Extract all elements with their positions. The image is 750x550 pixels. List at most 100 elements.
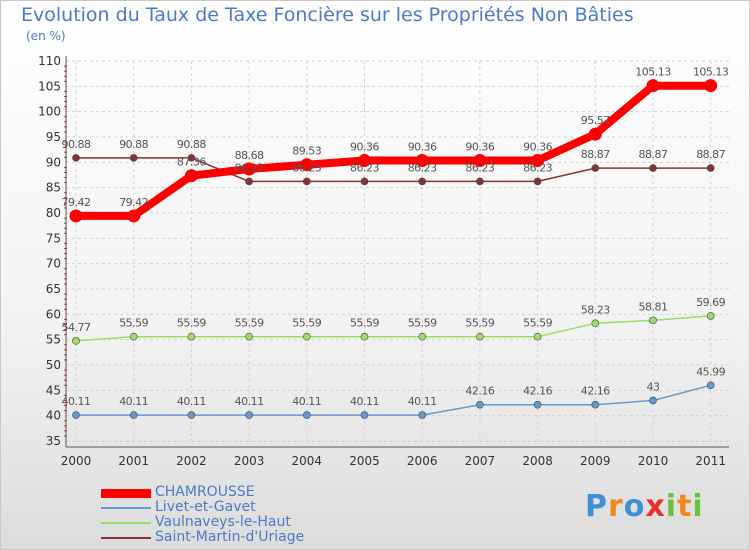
x-tick-label: 2005 xyxy=(349,454,380,468)
x-tick-label: 2009 xyxy=(580,454,611,468)
x-tick-label: 2003 xyxy=(234,454,265,468)
series-line xyxy=(76,81,711,220)
y-tick-label: 105 xyxy=(38,79,61,93)
legend-label: Vaulnaveys-le-Haut xyxy=(155,514,291,530)
logo-letter: t xyxy=(677,489,693,524)
data-label: 105.13 xyxy=(635,66,671,79)
data-label: 40.11 xyxy=(292,395,321,408)
y-tick-label: 100 xyxy=(38,105,61,119)
series-points xyxy=(69,79,718,419)
data-labels: 54.77 55.59 55.59 55.59 55.59 55.59 55.59 55.59… xyxy=(62,66,730,408)
data-point xyxy=(129,411,138,419)
logo-letter: x xyxy=(645,489,666,524)
x-tick-label: 2004 xyxy=(292,454,323,468)
data-label: 40.11 xyxy=(62,395,91,408)
data-point xyxy=(245,332,253,341)
series-lines xyxy=(75,81,711,416)
data-label: 55.59 xyxy=(465,317,494,330)
data-label: 40.11 xyxy=(119,395,148,408)
y-tick-labels: 35 40 45 50 55 60 65 70 75 80 85 90 95 100 105 110 xyxy=(38,54,61,448)
y-tick-label: 75 xyxy=(46,231,61,245)
y-tick-label: 90 xyxy=(46,155,61,169)
data-point xyxy=(72,411,80,419)
data-point xyxy=(300,158,314,172)
legend-swatch xyxy=(101,522,151,524)
data-label: 55.59 xyxy=(523,317,552,330)
data-point xyxy=(184,169,198,183)
data-label: 89.53 xyxy=(292,145,321,158)
data-point xyxy=(187,154,196,162)
y-tick-label: 40 xyxy=(46,409,61,423)
data-label: 90.36 xyxy=(350,141,379,154)
y-tick-label: 110 xyxy=(38,54,61,68)
data-label: 88.87 xyxy=(696,148,725,161)
data-point xyxy=(187,332,196,341)
data-label: 59.69 xyxy=(696,296,725,309)
logo-letter: r xyxy=(608,489,624,524)
data-point xyxy=(706,381,715,390)
data-point xyxy=(242,162,256,176)
data-label: 45.99 xyxy=(696,365,725,378)
data-point xyxy=(245,411,253,419)
legend-swatch xyxy=(101,537,151,539)
data-point xyxy=(533,400,542,409)
data-point xyxy=(69,209,83,223)
data-point xyxy=(704,79,718,93)
line-chart: 2000 2001 2002 2003 2004 2005 2006 2007 2008 2009… xyxy=(38,54,730,468)
legend-label: Saint-Martin-d'Uriage xyxy=(155,529,305,545)
data-point xyxy=(649,316,657,325)
data-point xyxy=(302,332,311,341)
legend-item: Saint-Martin-d'Uriage xyxy=(101,529,361,545)
data-point xyxy=(531,154,545,168)
data-label: 86.23 xyxy=(235,161,264,174)
data-label: 55.59 xyxy=(119,317,148,330)
data-point xyxy=(360,332,369,341)
x-tick-label: 2000 xyxy=(61,454,92,468)
data-point xyxy=(418,411,427,419)
data-label: 55.59 xyxy=(408,317,437,330)
data-point xyxy=(418,332,427,341)
data-point xyxy=(649,396,657,405)
x-tick-label: 2008 xyxy=(522,454,553,468)
data-label: 90.88 xyxy=(177,138,206,151)
data-label: 42.16 xyxy=(465,385,494,398)
data-point xyxy=(591,319,600,328)
y-tick-label: 55 xyxy=(46,333,61,347)
chart-title: Evolution du Taux de Taxe Foncière sur l… xyxy=(21,4,634,26)
data-label: 88.87 xyxy=(639,148,668,161)
data-point xyxy=(473,154,487,168)
data-label: 95.57 xyxy=(581,114,610,127)
series-line xyxy=(76,157,711,183)
y-tick-label: 80 xyxy=(46,206,61,220)
logo-letter: o xyxy=(623,489,646,524)
data-point xyxy=(418,177,427,186)
data-point xyxy=(476,400,484,409)
data-label: 55.59 xyxy=(235,317,264,330)
y-tick-label: 70 xyxy=(46,257,61,271)
data-point xyxy=(415,154,429,168)
legend-swatch xyxy=(101,488,151,498)
data-point xyxy=(245,177,253,186)
data-label: 40.11 xyxy=(177,395,206,408)
x-tick-label: 2002 xyxy=(176,454,207,468)
data-label: 79.42 xyxy=(119,196,148,209)
data-point xyxy=(706,164,715,172)
y-tick-label: 95 xyxy=(46,130,61,144)
data-label: 90.36 xyxy=(465,141,494,154)
data-point xyxy=(302,411,311,419)
data-label: 42.16 xyxy=(581,385,610,398)
data-point xyxy=(588,127,602,141)
data-point xyxy=(129,154,138,162)
data-label: 86.23 xyxy=(465,161,494,174)
x-tick-label: 2006 xyxy=(407,454,438,468)
data-label: 86.23 xyxy=(523,161,552,174)
data-point xyxy=(476,177,484,186)
data-label: 79.42 xyxy=(62,196,91,209)
data-label: 58.23 xyxy=(581,303,610,316)
legend-swatch xyxy=(101,507,151,509)
data-label: 58.81 xyxy=(639,300,668,313)
legend-label: Livet-et-Gavet xyxy=(155,499,256,515)
data-point xyxy=(358,154,371,168)
y-axis-unit: (en %) xyxy=(26,29,66,43)
